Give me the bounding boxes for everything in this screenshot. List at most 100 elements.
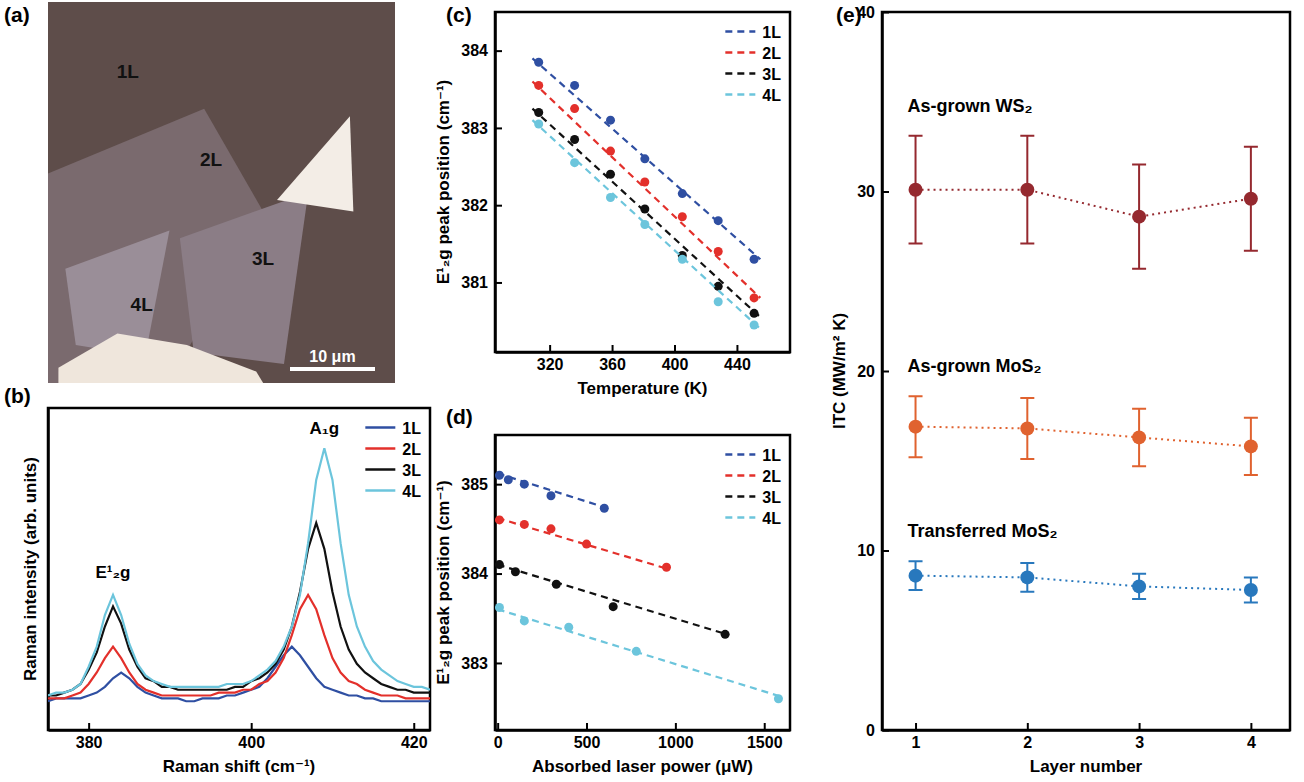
y-tick-label: 0: [866, 722, 875, 739]
data-point: [582, 540, 591, 549]
data-point: [546, 491, 555, 500]
fit-line: [498, 565, 727, 635]
data-point: [678, 255, 687, 264]
panel-label: (a): [4, 3, 30, 26]
error-bar: [909, 396, 923, 457]
plot-area: [532, 58, 760, 330]
legend-label: 1L: [762, 24, 781, 41]
y-tick-label: 30: [857, 183, 875, 200]
data-point: [609, 602, 618, 611]
data-point: [1132, 430, 1146, 444]
data-point: [1020, 570, 1034, 584]
legend-label: 4L: [402, 483, 421, 500]
scale-bar: [290, 367, 375, 371]
x-axis-title: Absorbed laser power (μW): [532, 757, 753, 776]
x-tick-group: 400: [662, 345, 689, 373]
data-point: [570, 135, 579, 144]
x-axis-title: Layer number: [1030, 757, 1143, 776]
y-axis-title: E¹₂g peak position (cm⁻¹): [434, 80, 453, 284]
legend-label: 3L: [762, 66, 781, 83]
fit-line: [498, 609, 782, 697]
data-point: [640, 154, 649, 163]
series: [48, 448, 430, 695]
data-point: [721, 630, 730, 639]
data-point: [678, 189, 687, 198]
data-point: [750, 320, 759, 329]
x-tick-label: 1: [912, 734, 921, 751]
error-bar: [1132, 165, 1146, 269]
data-point: [750, 293, 759, 302]
plot-area: [48, 448, 430, 701]
data-point: [1244, 439, 1258, 453]
panel-label: (e): [836, 3, 862, 26]
x-tick-label: 500: [574, 734, 601, 751]
layer-label: 1L: [117, 61, 140, 82]
y-tick-label: 384: [461, 42, 488, 59]
panel-label: (c): [446, 3, 472, 26]
x-tick-group: 3: [1135, 723, 1144, 751]
flake-region: [180, 193, 308, 364]
plot-frame: [48, 408, 430, 730]
data-point: [1244, 192, 1258, 206]
series-line: [916, 427, 1251, 447]
data-point: [606, 116, 615, 125]
x-tick-group: 420: [401, 723, 428, 751]
x-axis: 1234: [883, 723, 1291, 751]
y-tick-label: 383: [461, 120, 488, 137]
error-bar: [1244, 418, 1258, 475]
fit-line: [532, 109, 760, 318]
series: [495, 471, 609, 513]
data-point: [909, 569, 923, 583]
data-point: [1020, 421, 1034, 435]
layer-label: 3L: [252, 248, 275, 269]
legend-swatch: [365, 426, 395, 429]
series: [495, 560, 730, 639]
series-line: [48, 595, 430, 699]
x-tick-label: 400: [662, 356, 689, 373]
y-tick-label: 385: [461, 476, 488, 493]
data-point: [564, 623, 573, 632]
legend-swatch: [725, 495, 755, 498]
data-point: [1244, 583, 1258, 597]
x-axis-title: Temperature (K): [577, 379, 707, 398]
data-point: [750, 255, 759, 264]
legend-swatch: [725, 72, 755, 75]
error-bar: [1132, 574, 1146, 599]
error-bar: [1132, 409, 1146, 466]
y-tick-group: 30: [857, 183, 889, 200]
x-tick-group: 1500: [747, 723, 783, 751]
x-tick-label: 420: [401, 734, 428, 751]
fit-line: [532, 58, 760, 259]
data-point: [1132, 210, 1146, 224]
legend: 1L2L3L4L: [725, 24, 781, 104]
plot-frame: [495, 435, 790, 730]
x-tick-group: 400: [238, 723, 265, 751]
data-point: [534, 120, 543, 129]
series-label: As-grown WS₂: [908, 96, 1033, 116]
data-point: [714, 216, 723, 225]
series-line: [916, 190, 1251, 217]
error-bar: [1020, 136, 1034, 244]
data-point: [534, 108, 543, 117]
legend-label: 2L: [402, 441, 421, 458]
series: [532, 120, 760, 330]
x-tick-group: 440: [724, 345, 751, 373]
data-point: [606, 170, 615, 179]
x-tick-group: 320: [537, 345, 564, 373]
series: [909, 396, 1258, 475]
panel-label: (d): [446, 405, 473, 428]
x-tick-label: 400: [238, 734, 265, 751]
plot-frame: [495, 12, 790, 352]
x-tick-group: 360: [599, 345, 626, 373]
series-line: [916, 576, 1251, 590]
data-point: [606, 147, 615, 156]
data-point: [750, 309, 759, 318]
y-axis: 010203040: [857, 4, 889, 739]
data-point: [632, 647, 641, 656]
data-point: [534, 58, 543, 67]
y-tick-label: 381: [461, 274, 488, 291]
data-point: [570, 81, 579, 90]
error-bar: [1244, 147, 1258, 251]
data-point: [714, 297, 723, 306]
fit-line: [498, 518, 669, 569]
